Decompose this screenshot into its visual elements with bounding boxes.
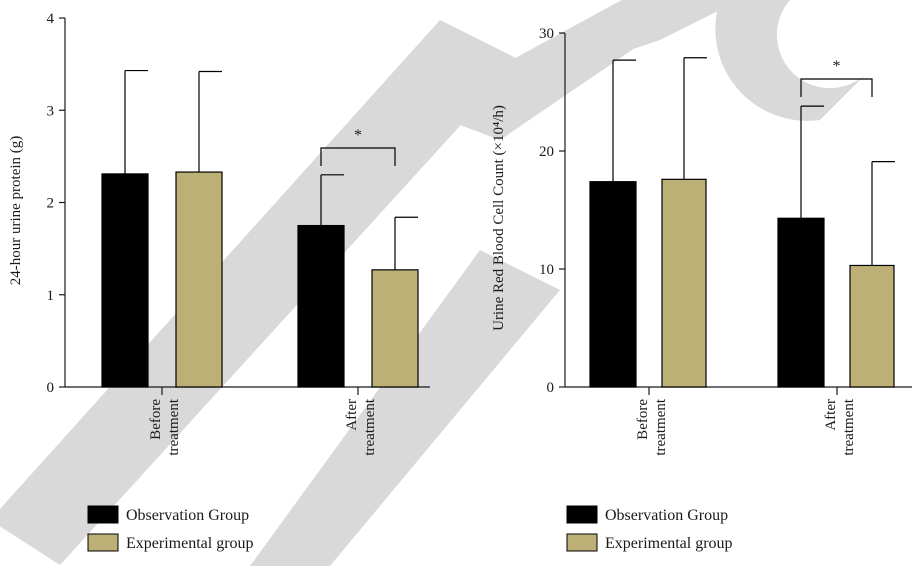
significance-marker: * <box>354 127 362 144</box>
x-tick-label-group: Before treatment <box>148 398 182 455</box>
bar <box>101 173 149 388</box>
legend-label: Experimental group <box>605 535 733 552</box>
significance-marker: * <box>833 58 841 75</box>
x-tick-label-group: Before treatment <box>635 398 669 455</box>
y-axis-title: 24-hour urine protein (g) <box>8 136 24 286</box>
y-tick-label: 10 <box>539 262 554 278</box>
legend-label: Experimental group <box>126 535 254 552</box>
x-tick-label: Before <box>635 399 651 440</box>
watermark-stroke <box>0 20 520 565</box>
bar <box>661 178 707 388</box>
x-tick-label: Before <box>148 399 164 440</box>
watermark-stroke <box>600 0 740 60</box>
significance-bracket <box>320 147 396 166</box>
legend-swatch <box>87 505 119 524</box>
x-tick-label-group: After treatment <box>344 398 378 455</box>
bar <box>371 269 419 388</box>
x-tick-label: treatment <box>653 398 669 455</box>
retraction-watermark <box>0 0 870 566</box>
chart-right: 0 10 20 30 Urine Red Blood Cell Count (×10⁴/… <box>491 26 912 552</box>
bar <box>175 171 223 388</box>
y-tick-label: 3 <box>47 103 55 119</box>
x-tick-label: treatment <box>362 398 378 455</box>
y-tick-label: 0 <box>47 380 55 396</box>
x-tick-label: treatment <box>841 398 857 455</box>
bar <box>297 224 345 388</box>
y-tick-label: 0 <box>547 380 555 396</box>
y-axis-title: Urine Red Blood Cell Count (×10⁴/h) <box>491 105 507 331</box>
x-tick-label: After <box>344 399 360 431</box>
legend-swatch <box>566 533 598 552</box>
watermark-stroke <box>715 0 870 121</box>
bar <box>777 217 825 388</box>
bar <box>849 264 895 388</box>
legend-label: Observation Group <box>605 507 728 524</box>
x-tick-label-group: After treatment <box>823 398 857 455</box>
x-tick-label: After <box>823 399 839 431</box>
y-tick-label: 20 <box>539 144 554 160</box>
legend-swatch <box>566 505 598 524</box>
x-tick-label: treatment <box>166 398 182 455</box>
y-tick-label: 4 <box>47 11 55 27</box>
legend-swatch <box>87 533 119 552</box>
watermark-stroke <box>250 250 560 566</box>
bar <box>589 181 637 388</box>
y-tick-label: 2 <box>47 196 55 212</box>
y-tick-label: 1 <box>47 288 55 304</box>
legend-label: Observation Group <box>126 507 249 524</box>
significance-bracket <box>800 78 873 97</box>
y-tick-label: 30 <box>539 26 554 42</box>
